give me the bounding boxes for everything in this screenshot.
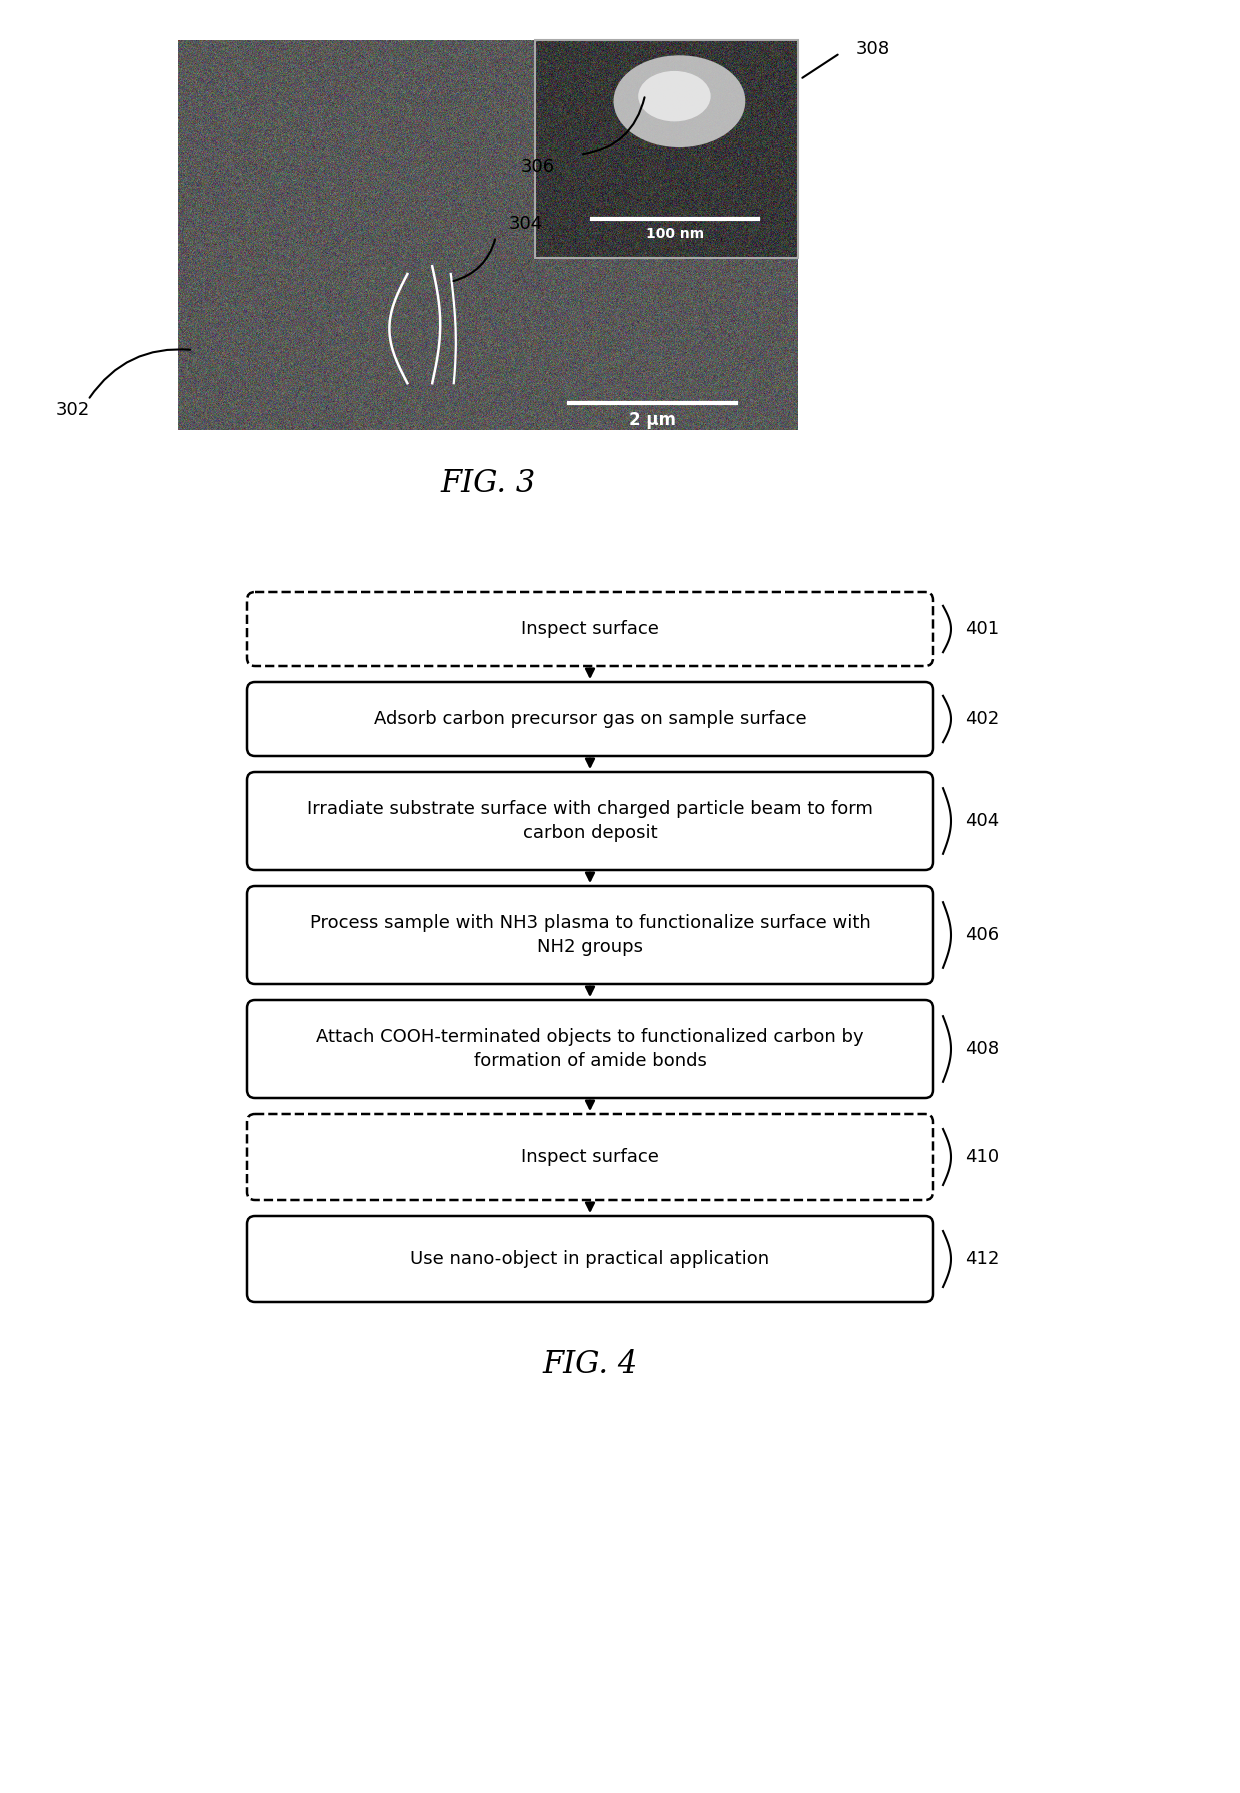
FancyBboxPatch shape bbox=[247, 773, 932, 870]
Ellipse shape bbox=[639, 72, 711, 122]
Text: 404: 404 bbox=[965, 812, 999, 830]
Text: 306: 306 bbox=[521, 158, 556, 176]
FancyBboxPatch shape bbox=[247, 886, 932, 984]
Ellipse shape bbox=[614, 56, 745, 147]
Text: 402: 402 bbox=[965, 710, 999, 728]
Text: 406: 406 bbox=[965, 925, 999, 943]
FancyBboxPatch shape bbox=[247, 1000, 932, 1097]
Text: 410: 410 bbox=[965, 1148, 999, 1165]
Text: 100 nm: 100 nm bbox=[646, 228, 704, 240]
Text: 304: 304 bbox=[508, 215, 543, 233]
Text: FIG. 3: FIG. 3 bbox=[440, 468, 536, 498]
Bar bbox=[534, 39, 799, 258]
Text: 412: 412 bbox=[965, 1250, 999, 1268]
Text: Attach COOH-terminated objects to functionalized carbon by
formation of amide bo: Attach COOH-terminated objects to functi… bbox=[316, 1027, 864, 1070]
Text: Inspect surface: Inspect surface bbox=[521, 1148, 658, 1165]
Text: Use nano-object in practical application: Use nano-object in practical application bbox=[410, 1250, 770, 1268]
Text: 308: 308 bbox=[856, 39, 890, 57]
FancyBboxPatch shape bbox=[247, 1113, 932, 1200]
Text: Inspect surface: Inspect surface bbox=[521, 620, 658, 638]
FancyBboxPatch shape bbox=[247, 681, 932, 757]
FancyBboxPatch shape bbox=[247, 592, 932, 665]
Text: 302: 302 bbox=[56, 402, 91, 420]
Text: Irradiate substrate surface with charged particle beam to form
carbon deposit: Irradiate substrate surface with charged… bbox=[308, 800, 873, 841]
Text: 401: 401 bbox=[965, 620, 999, 638]
FancyBboxPatch shape bbox=[247, 1216, 932, 1302]
Text: Adsorb carbon precursor gas on sample surface: Adsorb carbon precursor gas on sample su… bbox=[373, 710, 806, 728]
Text: FIG. 4: FIG. 4 bbox=[542, 1348, 637, 1381]
Text: Process sample with NH3 plasma to functionalize surface with
NH2 groups: Process sample with NH3 plasma to functi… bbox=[310, 914, 870, 956]
Text: 2 μm: 2 μm bbox=[629, 411, 676, 429]
Text: 408: 408 bbox=[965, 1040, 999, 1058]
